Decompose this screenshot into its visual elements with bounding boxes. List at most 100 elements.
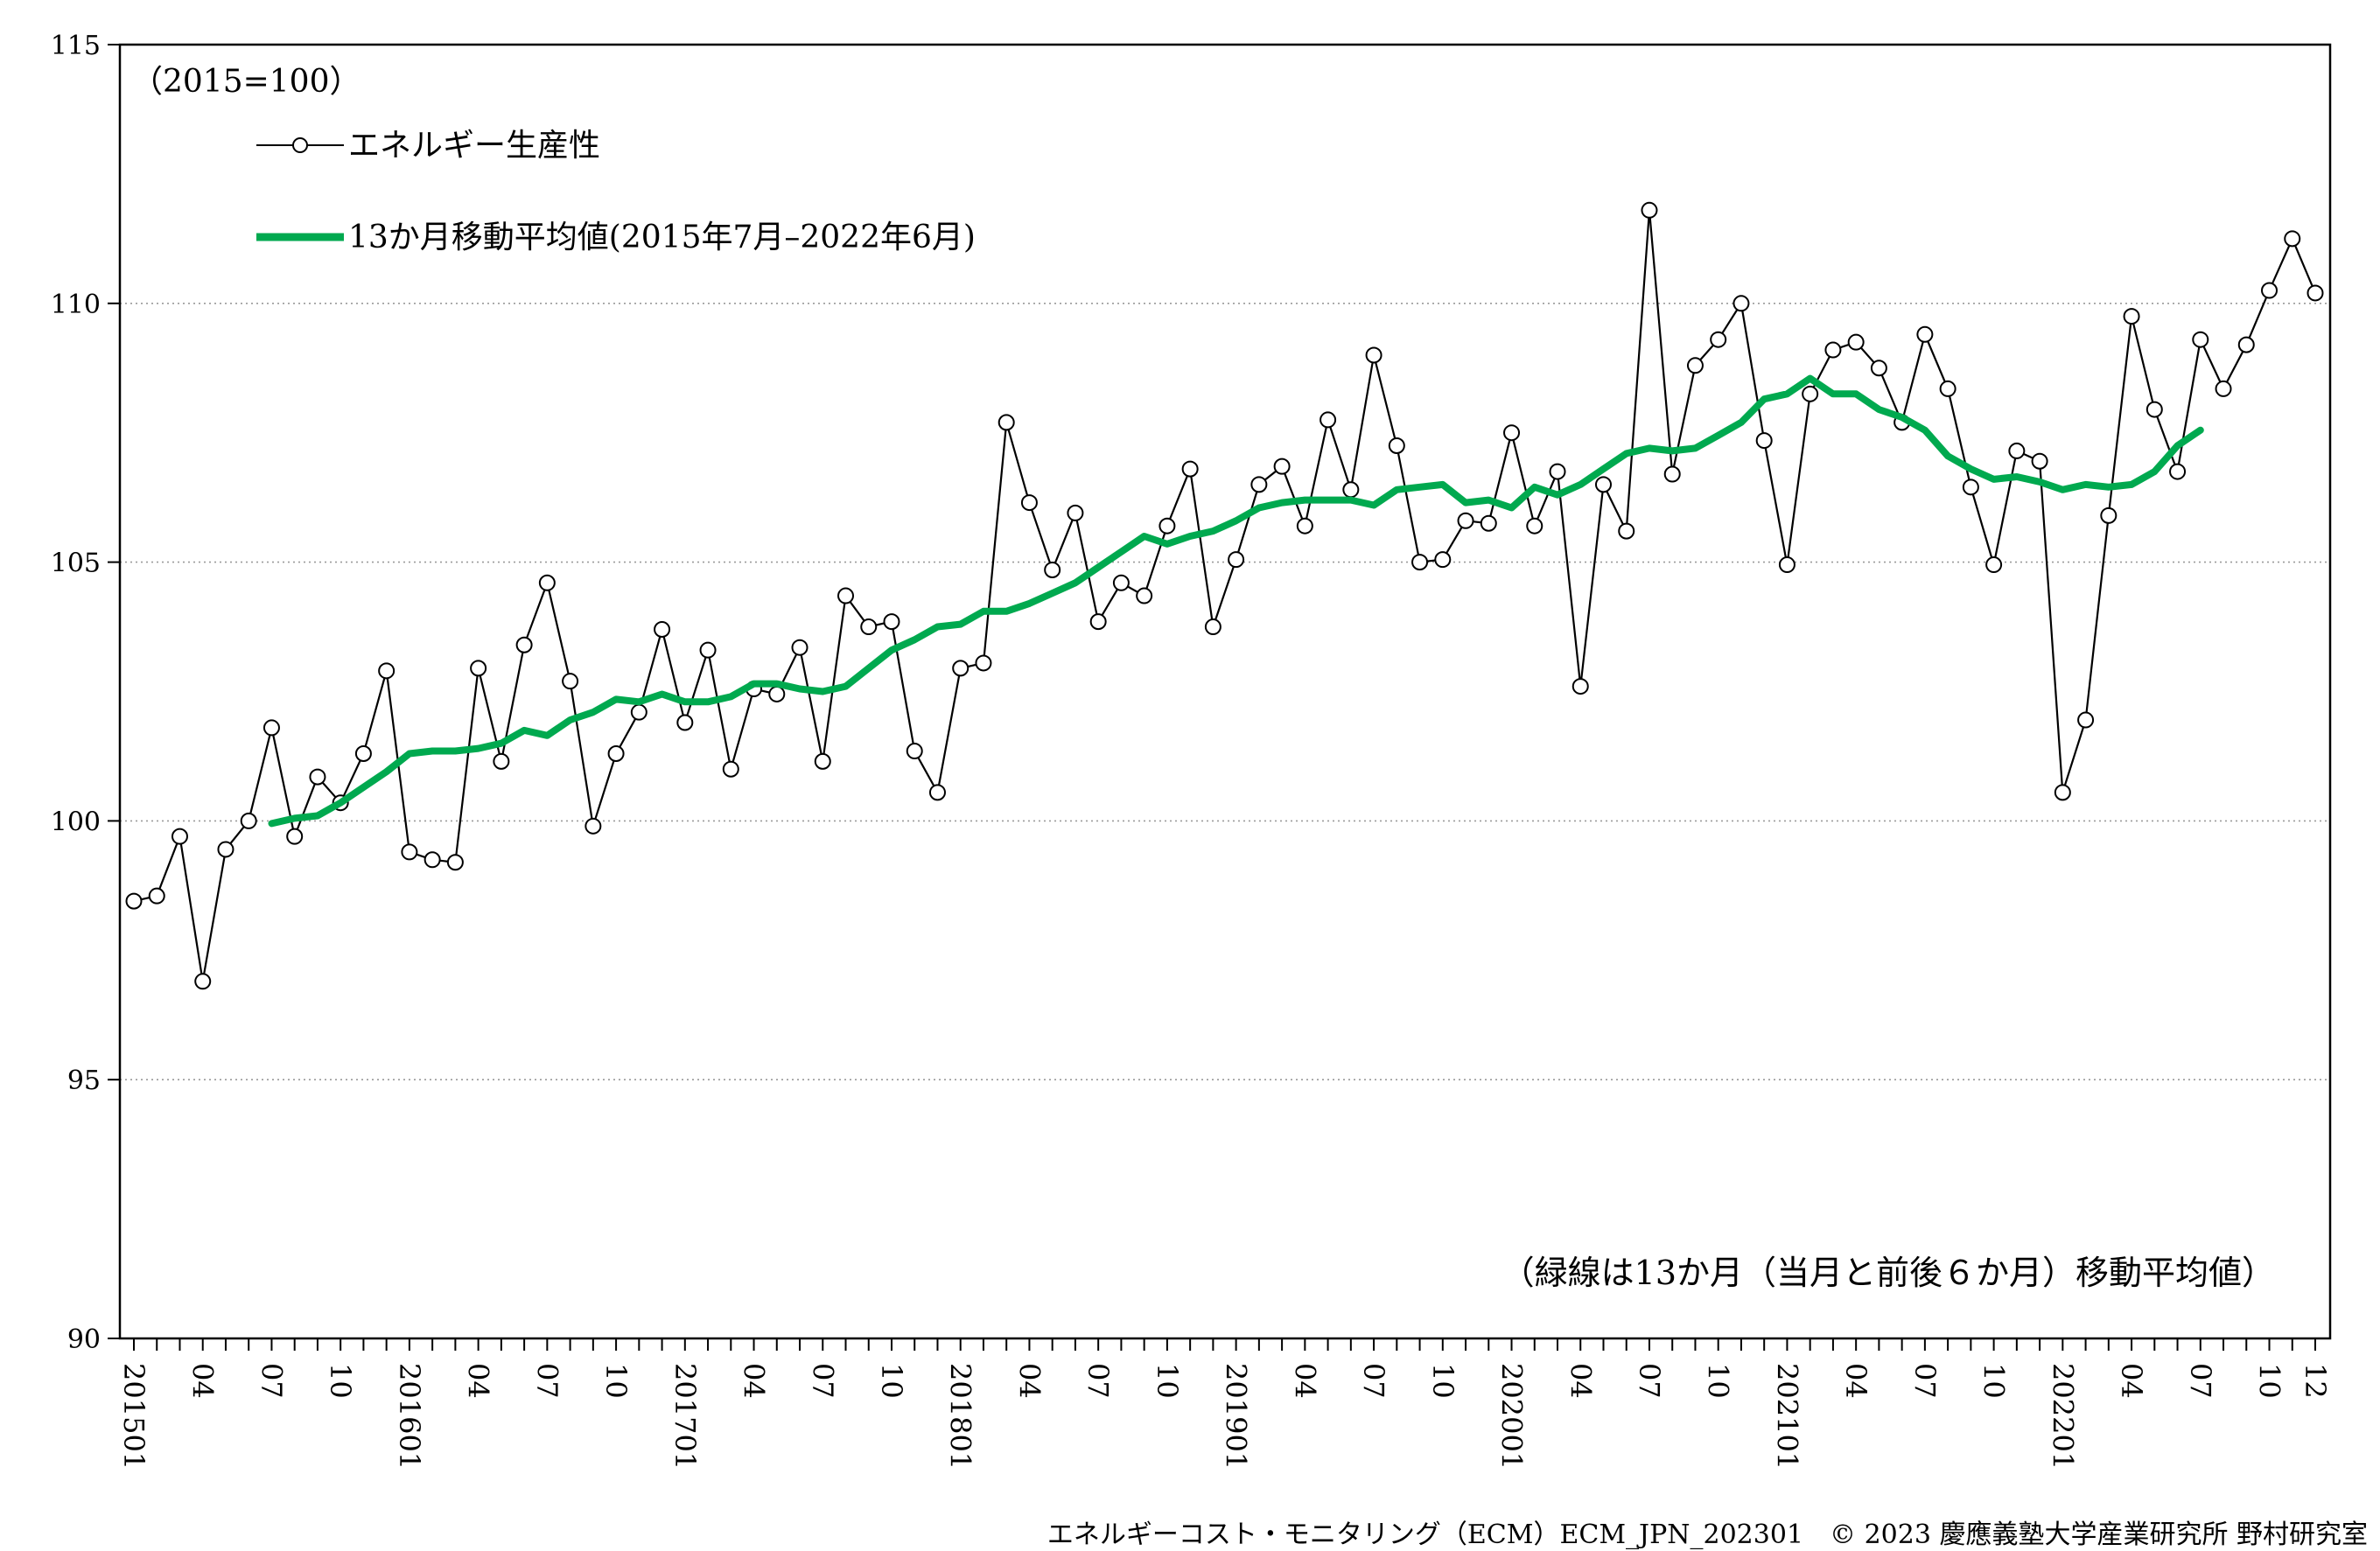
data-point [1870, 360, 1887, 377]
data-point [1320, 411, 1337, 429]
data-point [2031, 452, 2048, 470]
x-tick-label: 10 [1978, 1363, 2011, 1399]
data-point [722, 760, 739, 778]
y-tick-label: 115 [51, 31, 101, 61]
data-point [791, 639, 808, 656]
data-point [1962, 479, 1979, 496]
data-point [470, 660, 487, 677]
x-tick-label: 201801 [944, 1363, 977, 1470]
data-point [1778, 556, 1796, 574]
data-point [906, 743, 923, 760]
x-tick-label: 07 [255, 1363, 288, 1399]
data-point [860, 618, 878, 636]
data-point [1663, 465, 1681, 483]
data-point [1710, 331, 1727, 348]
x-tick-label: 10 [875, 1363, 908, 1399]
x-tick-label: 10 [1426, 1363, 1460, 1399]
data-point [2261, 282, 2278, 299]
moving-average-line [268, 374, 2204, 828]
data-point [2306, 284, 2324, 302]
credit-line: エネルギーコスト・モニタリング（ECM）ECM_JPN_202301 © 202… [1047, 1520, 2368, 1550]
y-tick-label: 110 [51, 290, 101, 320]
data-point [975, 654, 992, 672]
data-point [814, 752, 831, 770]
x-tick-label: 07 [530, 1363, 564, 1399]
x-tick-label: 10 [2253, 1363, 2286, 1399]
data-point [515, 636, 533, 653]
data-point [1916, 325, 1934, 343]
data-point [1686, 357, 1704, 374]
data-point [1549, 463, 1566, 480]
data-point [584, 817, 602, 835]
x-tick-label: 07 [1633, 1363, 1666, 1399]
x-tick-label: 201501 [117, 1363, 150, 1470]
data-point [1273, 458, 1291, 475]
plot-frame [118, 43, 2332, 1340]
y-tick-label: 100 [51, 807, 101, 837]
x-axis: 201501 04 07 10 201601 04 07 10 201701 04 07 10 2018… [117, 1338, 2332, 1470]
y-tick-label: 95 [67, 1065, 101, 1096]
data-point [837, 587, 855, 604]
data-point [768, 685, 786, 702]
series-energy-productivity [125, 201, 2324, 990]
y-tick-label: 105 [51, 548, 101, 579]
legend: エネルギー生産性 13か月移動平均値(2015年7月–2022年6月) [256, 128, 976, 255]
data-point [1594, 476, 1612, 493]
x-tick-label: 04 [738, 1363, 771, 1399]
x-tick-label: 04 [1288, 1363, 1321, 1399]
data-point [2284, 230, 2301, 248]
data-point [286, 828, 304, 845]
data-point [607, 744, 625, 762]
data-point [2146, 401, 2163, 418]
data-point [1641, 201, 1658, 219]
data-point [1802, 385, 1819, 402]
data-point [1228, 551, 1245, 569]
data-point [1572, 678, 1589, 695]
data-point [1342, 481, 1360, 499]
data-point [1755, 432, 1773, 450]
x-tick-label: 201601 [393, 1363, 426, 1470]
x-tick-label: 201701 [668, 1363, 702, 1470]
data-point [401, 843, 418, 861]
data-point [998, 414, 1015, 431]
data-point [1480, 514, 1497, 532]
x-tick-label: 10 [324, 1363, 357, 1399]
legend-raw-marker [292, 137, 308, 153]
x-tick-label: 07 [1082, 1363, 1115, 1399]
legend-raw-label: エネルギー生産性 [348, 128, 600, 164]
data-point [1939, 380, 1956, 397]
x-tick-label: 10 [1151, 1363, 1184, 1399]
x-tick-label: 04 [1839, 1363, 1872, 1399]
x-tick-label: 12 [2299, 1363, 2332, 1399]
data-point [1434, 551, 1452, 569]
data-point [1112, 574, 1130, 591]
x-tick-label: 04 [1012, 1363, 1046, 1399]
x-tick-label: 04 [462, 1363, 495, 1399]
data-point [1365, 346, 1382, 364]
x-tick-label: 10 [1702, 1363, 1735, 1399]
data-point [354, 744, 372, 762]
data-point [1250, 476, 1268, 493]
data-point [148, 887, 165, 905]
data-point [1388, 437, 1405, 454]
data-point [378, 662, 396, 680]
data-point [630, 703, 648, 721]
x-tick-label: 04 [1564, 1363, 1597, 1399]
data-point [1089, 613, 1107, 631]
data-point [194, 973, 212, 990]
x-tick-label: 201901 [1220, 1363, 1253, 1470]
data-point [2077, 711, 2095, 729]
data-point [2123, 308, 2140, 325]
unit-label: （2015=100） [131, 64, 361, 100]
data-point [654, 621, 671, 639]
data-point [2008, 442, 2026, 459]
data-point [1985, 556, 2003, 574]
data-point [262, 719, 280, 737]
data-point [676, 714, 694, 731]
x-tick-label: 07 [1908, 1363, 1942, 1399]
x-tick-label: 07 [806, 1363, 839, 1399]
x-tick-label: 202201 [2046, 1363, 2079, 1470]
data-point [1044, 561, 1061, 578]
data-point [217, 841, 234, 858]
